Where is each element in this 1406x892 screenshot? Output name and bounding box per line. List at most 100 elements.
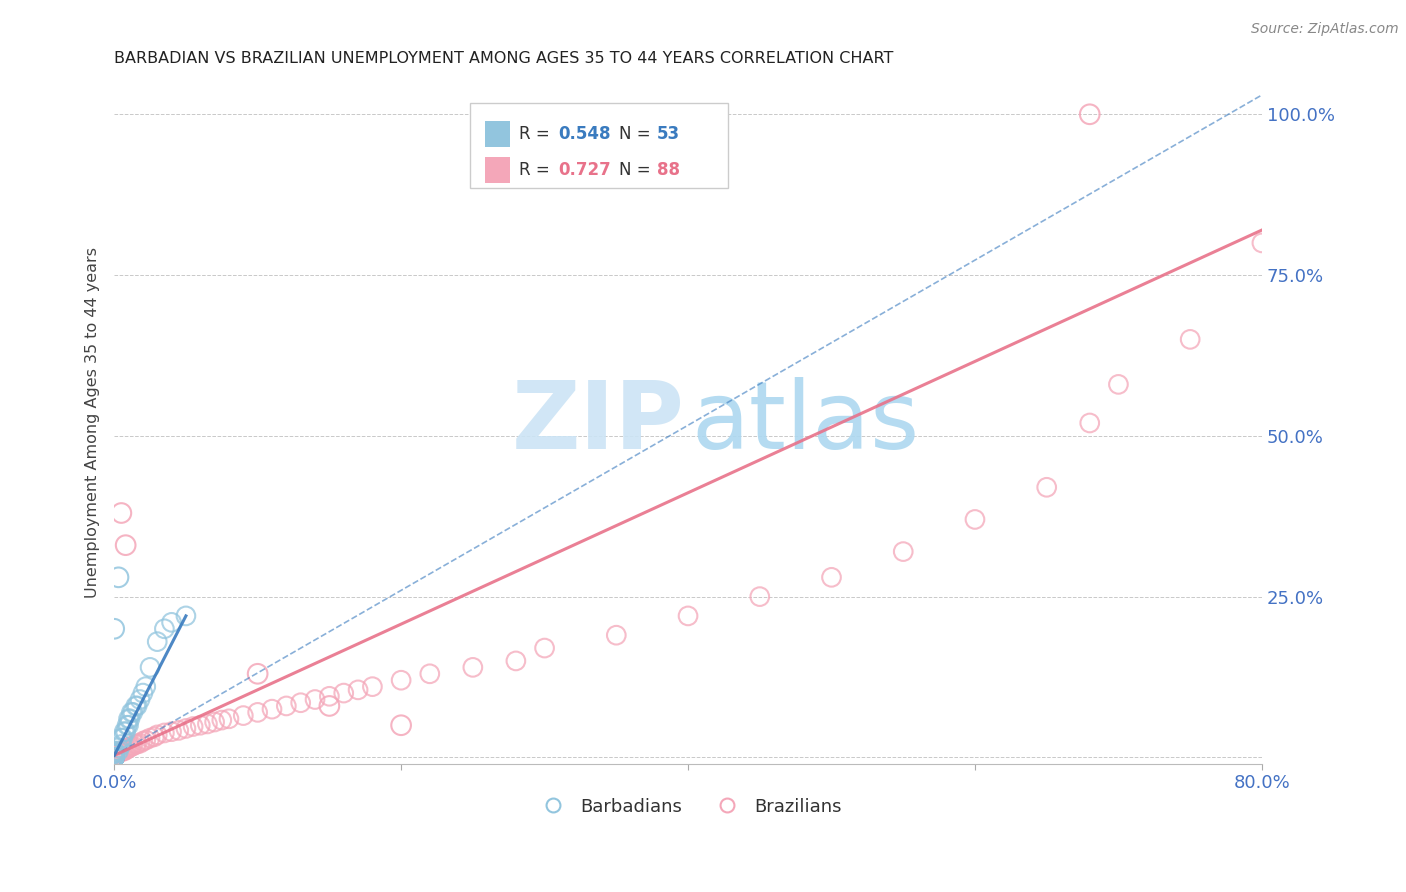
Text: Source: ZipAtlas.com: Source: ZipAtlas.com	[1251, 22, 1399, 37]
Point	[103, 750, 125, 764]
Point	[103, 750, 125, 764]
Point	[533, 641, 555, 656]
Point	[118, 740, 141, 755]
Point	[103, 750, 125, 764]
Point	[103, 750, 125, 764]
Point	[605, 628, 627, 642]
Point	[143, 730, 166, 744]
Point	[174, 608, 197, 623]
FancyBboxPatch shape	[470, 103, 728, 188]
Point	[103, 750, 125, 764]
Point	[103, 750, 125, 764]
Point	[103, 746, 125, 760]
Point	[103, 750, 125, 764]
Point	[103, 750, 125, 764]
Point	[103, 750, 125, 764]
Point	[103, 750, 125, 764]
Point	[103, 750, 125, 764]
FancyBboxPatch shape	[485, 157, 510, 183]
Text: BARBADIAN VS BRAZILIAN UNEMPLOYMENT AMONG AGES 35 TO 44 YEARS CORRELATION CHART: BARBADIAN VS BRAZILIAN UNEMPLOYMENT AMON…	[114, 51, 894, 66]
Point	[820, 570, 842, 584]
Point	[110, 506, 132, 520]
Point	[676, 608, 699, 623]
Point	[120, 706, 142, 720]
Point	[318, 698, 340, 713]
Point	[103, 750, 125, 764]
Point	[103, 750, 125, 764]
Point	[160, 615, 183, 630]
Point	[1251, 235, 1274, 250]
Text: R =: R =	[519, 161, 555, 179]
Point	[103, 750, 125, 764]
Point	[103, 750, 125, 764]
Point	[153, 726, 176, 740]
Point	[1078, 107, 1101, 121]
Point	[103, 750, 125, 764]
Point	[103, 750, 125, 764]
Point	[1078, 416, 1101, 430]
Point	[505, 654, 527, 668]
Point	[103, 750, 125, 764]
Point	[110, 738, 132, 752]
Point	[120, 739, 142, 754]
Point	[107, 570, 129, 584]
Point	[103, 750, 125, 764]
Point	[129, 692, 152, 706]
Point	[153, 622, 176, 636]
Point	[347, 682, 370, 697]
Point	[246, 706, 269, 720]
Point	[115, 718, 138, 732]
Point	[963, 512, 986, 526]
Point	[891, 544, 914, 558]
Point	[103, 750, 125, 764]
Point	[103, 750, 125, 764]
Text: N =: N =	[619, 125, 657, 143]
Point	[167, 723, 190, 738]
Point	[103, 750, 125, 764]
Point	[132, 734, 155, 748]
Point	[103, 750, 125, 764]
Point	[181, 719, 204, 733]
Point	[111, 744, 134, 758]
Point	[115, 742, 138, 756]
Point	[114, 724, 136, 739]
Point	[125, 738, 148, 752]
FancyBboxPatch shape	[485, 121, 510, 147]
Point	[114, 742, 136, 756]
Point	[110, 731, 132, 745]
Text: R =: R =	[519, 125, 555, 143]
Point	[1107, 377, 1129, 392]
Point	[103, 750, 125, 764]
Point	[188, 718, 211, 732]
Point	[107, 746, 129, 760]
Point	[139, 731, 162, 745]
Point	[419, 666, 441, 681]
Y-axis label: Unemployment Among Ages 35 to 44 years: Unemployment Among Ages 35 to 44 years	[86, 247, 100, 599]
Point	[103, 750, 125, 764]
Point	[107, 744, 129, 758]
Point	[389, 673, 412, 688]
Text: 0.727: 0.727	[558, 161, 612, 179]
Point	[111, 731, 134, 745]
Point	[103, 622, 125, 636]
Point	[103, 750, 125, 764]
Point	[211, 713, 233, 727]
Point	[103, 750, 125, 764]
Point	[117, 740, 139, 755]
Point	[132, 686, 155, 700]
Point	[103, 750, 125, 764]
Point	[146, 728, 169, 742]
Point	[103, 744, 125, 758]
Point	[105, 747, 128, 761]
Text: 53: 53	[657, 125, 681, 143]
Point	[129, 736, 152, 750]
Point	[103, 750, 125, 764]
Point	[117, 712, 139, 726]
Point	[127, 698, 149, 713]
Point	[108, 745, 131, 759]
Point	[389, 718, 412, 732]
Point	[125, 698, 148, 713]
Point	[160, 724, 183, 739]
Point	[103, 750, 125, 764]
Point	[1178, 332, 1201, 346]
